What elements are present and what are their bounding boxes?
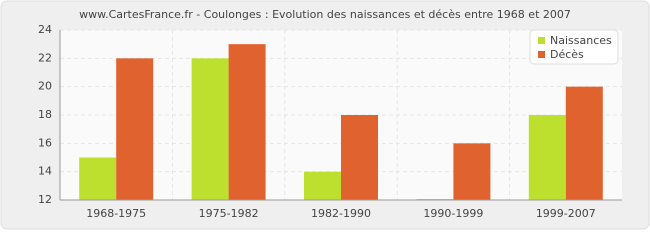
x-tick-label: 1990-1999 (423, 207, 483, 220)
legend-box (529, 29, 619, 65)
bar (116, 58, 154, 201)
y-tick-label: 14 (38, 165, 52, 178)
x-tick-label: 1968-1975 (86, 207, 146, 220)
legend-swatch (538, 51, 545, 58)
y-tick-label: 16 (38, 136, 52, 149)
bar (565, 86, 603, 200)
bar (191, 58, 229, 201)
bar (304, 171, 341, 200)
x-tick-label: 1999-2007 (536, 207, 596, 220)
bar (228, 44, 266, 200)
x-tick-label: 1982-1990 (311, 207, 371, 220)
y-tick-label: 24 (38, 23, 52, 36)
y-tick-label: 22 (38, 51, 52, 64)
chart: www.CartesFrance.fr - Coulonges : Evolut… (0, 0, 650, 230)
legend-swatch (538, 37, 545, 44)
legend-label: Naissances (550, 34, 612, 47)
y-tick-label: 20 (38, 80, 52, 93)
chart-title: www.CartesFrance.fr - Coulonges : Evolut… (79, 8, 571, 21)
bar (453, 143, 491, 200)
legend-label: Décès (550, 48, 584, 61)
bar (341, 115, 378, 200)
y-tick-label: 12 (38, 193, 52, 206)
bar (79, 157, 117, 200)
bar (528, 115, 566, 200)
y-tick-label: 18 (38, 108, 52, 121)
x-tick-label: 1975-1982 (199, 207, 259, 220)
